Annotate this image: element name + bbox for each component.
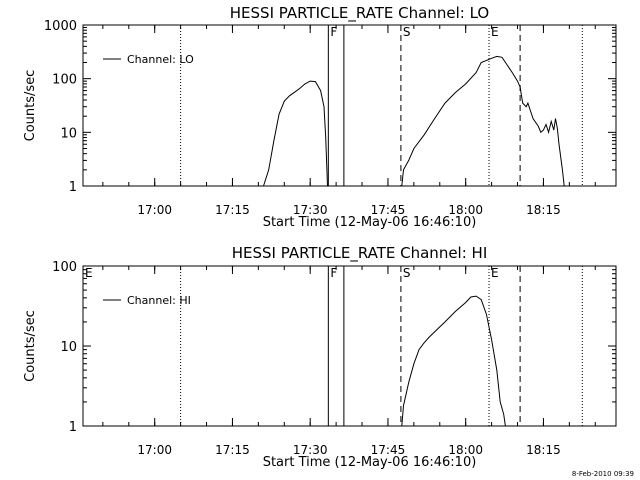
event-marker-label: F (330, 266, 337, 280)
series-line (263, 55, 565, 187)
y-tick-label: 100 (52, 73, 77, 88)
x-tick-label: 17:15 (215, 203, 250, 217)
chart-title: HESSI PARTICLE_RATE Channel: LO (230, 4, 489, 23)
event-marker-label: S (403, 25, 411, 39)
edge-label: E (85, 266, 93, 280)
plot-frame (82, 265, 617, 427)
y-tick-label: 10 (60, 126, 77, 141)
x-tick-label: 17:00 (137, 203, 172, 217)
x-tick-label: 17:30 (293, 443, 328, 457)
event-marker-label: S (403, 266, 411, 280)
x-tick-label: 17:00 (137, 443, 172, 457)
x-tick-label: 17:45 (371, 203, 406, 217)
plot-frame (82, 24, 617, 187)
x-tick-label: 18:15 (526, 443, 561, 457)
x-tick-label: 17:30 (293, 203, 328, 217)
event-marker-label: E (491, 25, 499, 39)
series-line (401, 295, 506, 427)
x-axis-label: Start Time (12-May-06 16:46:10) (263, 215, 477, 230)
x-axis-label: Start Time (12-May-06 16:46:10) (263, 455, 477, 470)
y-tick-label: 1 (69, 420, 77, 435)
plot-timestamp: 8-Feb-2010 09:39 (571, 470, 634, 478)
x-tick-label: 18:00 (448, 203, 483, 217)
x-tick-label: 18:00 (448, 443, 483, 457)
legend-label: Channel: HI (127, 294, 191, 307)
x-tick-label: 17:45 (371, 443, 406, 457)
y-axis-label: Counts/sec (23, 310, 38, 382)
y-tick-label: 1000 (44, 19, 77, 34)
event-marker-label: F (330, 25, 337, 39)
event-marker-label: E (491, 266, 499, 280)
chart-title: HESSI PARTICLE_RATE Channel: HI (232, 244, 488, 263)
y-tick-label: 100 (52, 260, 77, 275)
y-axis-label: Counts/sec (23, 70, 38, 142)
legend-label: Channel: LO (127, 53, 194, 66)
x-tick-label: 18:15 (526, 203, 561, 217)
y-tick-label: 10 (60, 340, 77, 355)
x-tick-label: 17:15 (215, 443, 250, 457)
y-tick-label: 1 (69, 180, 77, 195)
